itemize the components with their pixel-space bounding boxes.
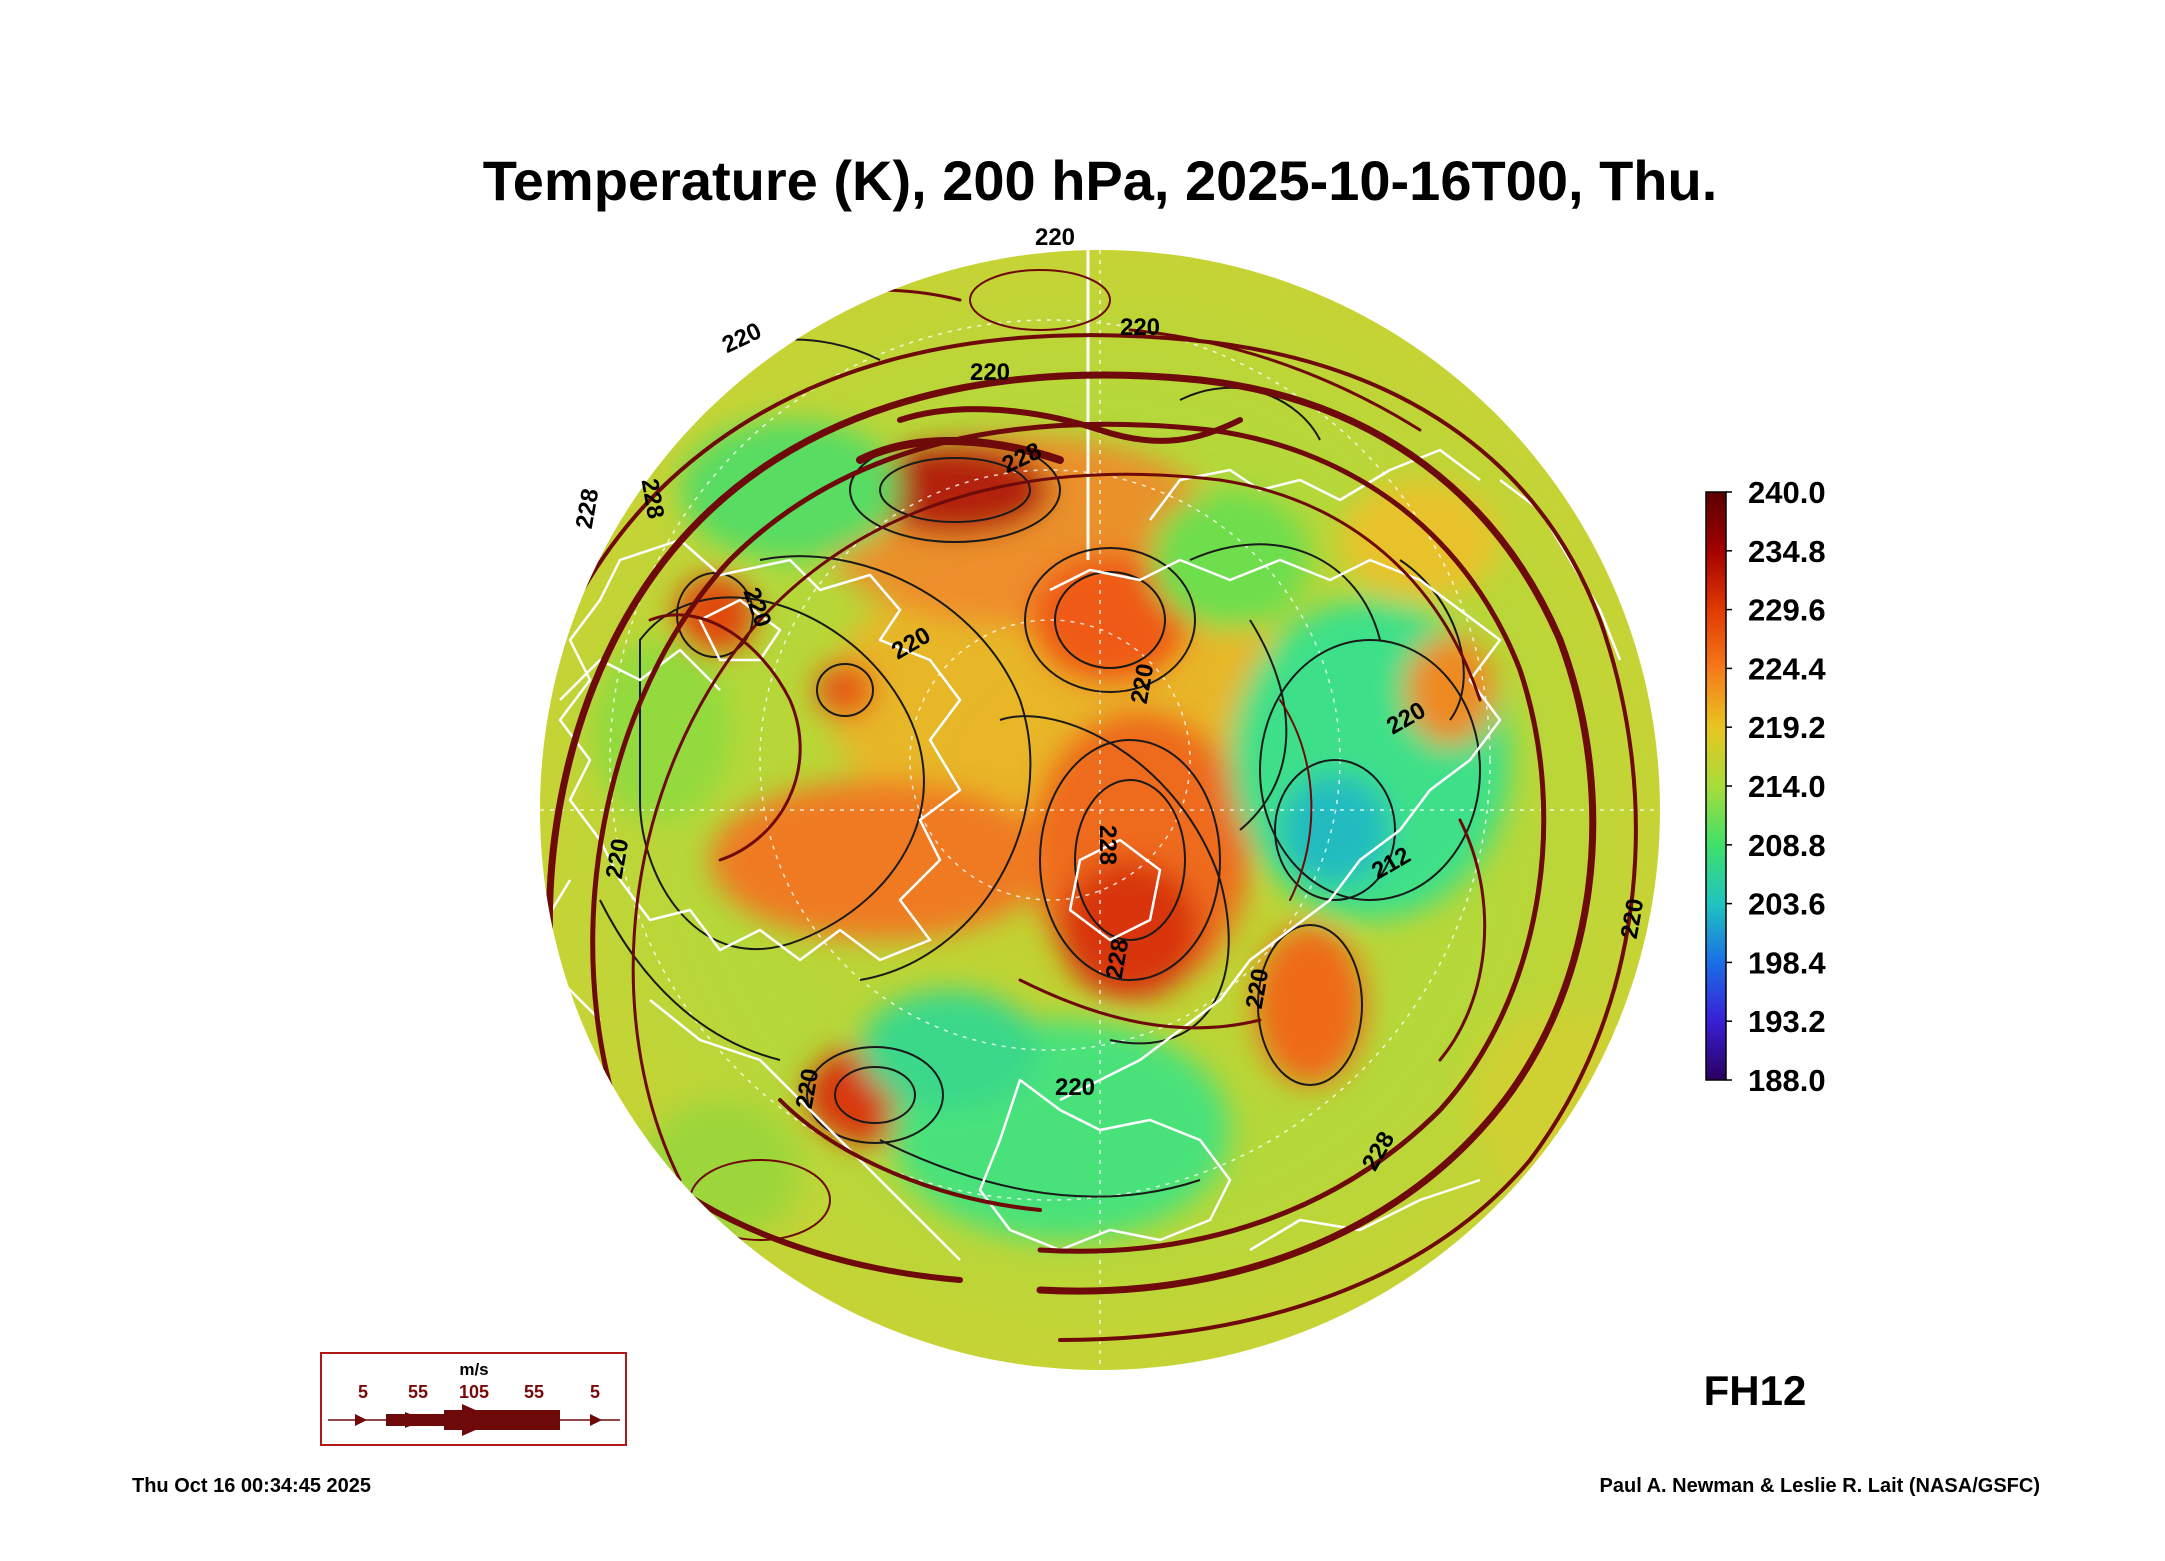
colorbar-label: 208.8 [1748,828,1826,863]
timestamp: Thu Oct 16 00:34:45 2025 [132,1475,371,1497]
wind-key-value: 105 [459,1382,489,1402]
contour-label: 228 [1094,825,1121,865]
colorbar-label: 234.8 [1748,534,1826,569]
colorbar-label: 224.4 [1748,651,1826,686]
contour-label: 220 [970,359,1010,386]
wind-key-value: 55 [524,1382,544,1402]
colorbar-gradient [1705,491,1727,1081]
wind-streamlines [540,269,1638,1342]
colorbar-label: 203.6 [1748,887,1826,922]
colorbar-label: 229.6 [1748,593,1826,628]
contour-label: 220 [1035,224,1075,251]
globe-map: 220 220 220 220 220 220 228 228 228 228 … [540,224,1660,1370]
forecast-hour: FH12 [1704,1367,1807,1414]
wind-key-unit: m/s [459,1360,488,1379]
wind-key-arrow [328,1404,620,1436]
wind-key-value: 5 [590,1382,600,1402]
colorbar-label: 188.0 [1748,1063,1826,1098]
credit: Paul A. Newman & Leslie R. Lait (NASA/GS… [1600,1475,2040,1497]
colorbar-labels: 240.0 234.8 229.6 224.4 219.2 214.0 208.8 203.6… [1748,475,1826,1098]
coastlines [540,448,1642,1261]
contour-label: 228 [571,487,605,531]
colorbar-label: 219.2 [1748,710,1826,745]
colorbar-label: 193.2 [1748,1004,1826,1039]
wind-key-value: 5 [358,1382,368,1402]
colorbar-label: 214.0 [1748,769,1826,804]
wind-key: m/s 5 55 105 55 5 [320,1352,627,1446]
contour-label: 220 [1120,314,1160,341]
colorbar-label: 240.0 [1748,475,1826,510]
colorbar-label: 198.4 [1748,945,1826,980]
colorbar-ticks [1726,491,1732,1081]
contour-label: 220 [718,318,766,359]
contour-label: 220 [1055,1074,1095,1101]
colorbar: 240.0 234.8 229.6 224.4 219.2 214.0 208.8 203.6… [1705,475,1826,1098]
wind-key-value: 55 [408,1382,428,1402]
chart-title: Temperature (K), 200 hPa, 2025-10-16T00,… [483,149,1718,212]
